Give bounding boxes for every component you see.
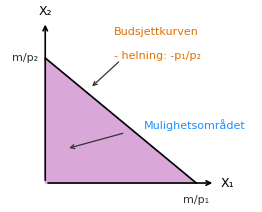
Text: m/p₁: m/p₁ bbox=[183, 195, 209, 205]
Text: Budsjettkurven: Budsjettkurven bbox=[114, 27, 199, 37]
Text: m/p₂: m/p₂ bbox=[12, 53, 38, 63]
Text: X₁: X₁ bbox=[221, 177, 235, 190]
Polygon shape bbox=[45, 58, 196, 183]
Text: Mulighetsområdet: Mulighetsområdet bbox=[144, 119, 246, 131]
Text: X₂: X₂ bbox=[39, 5, 52, 18]
Text: - helning: -p₁/p₂: - helning: -p₁/p₂ bbox=[114, 51, 201, 61]
